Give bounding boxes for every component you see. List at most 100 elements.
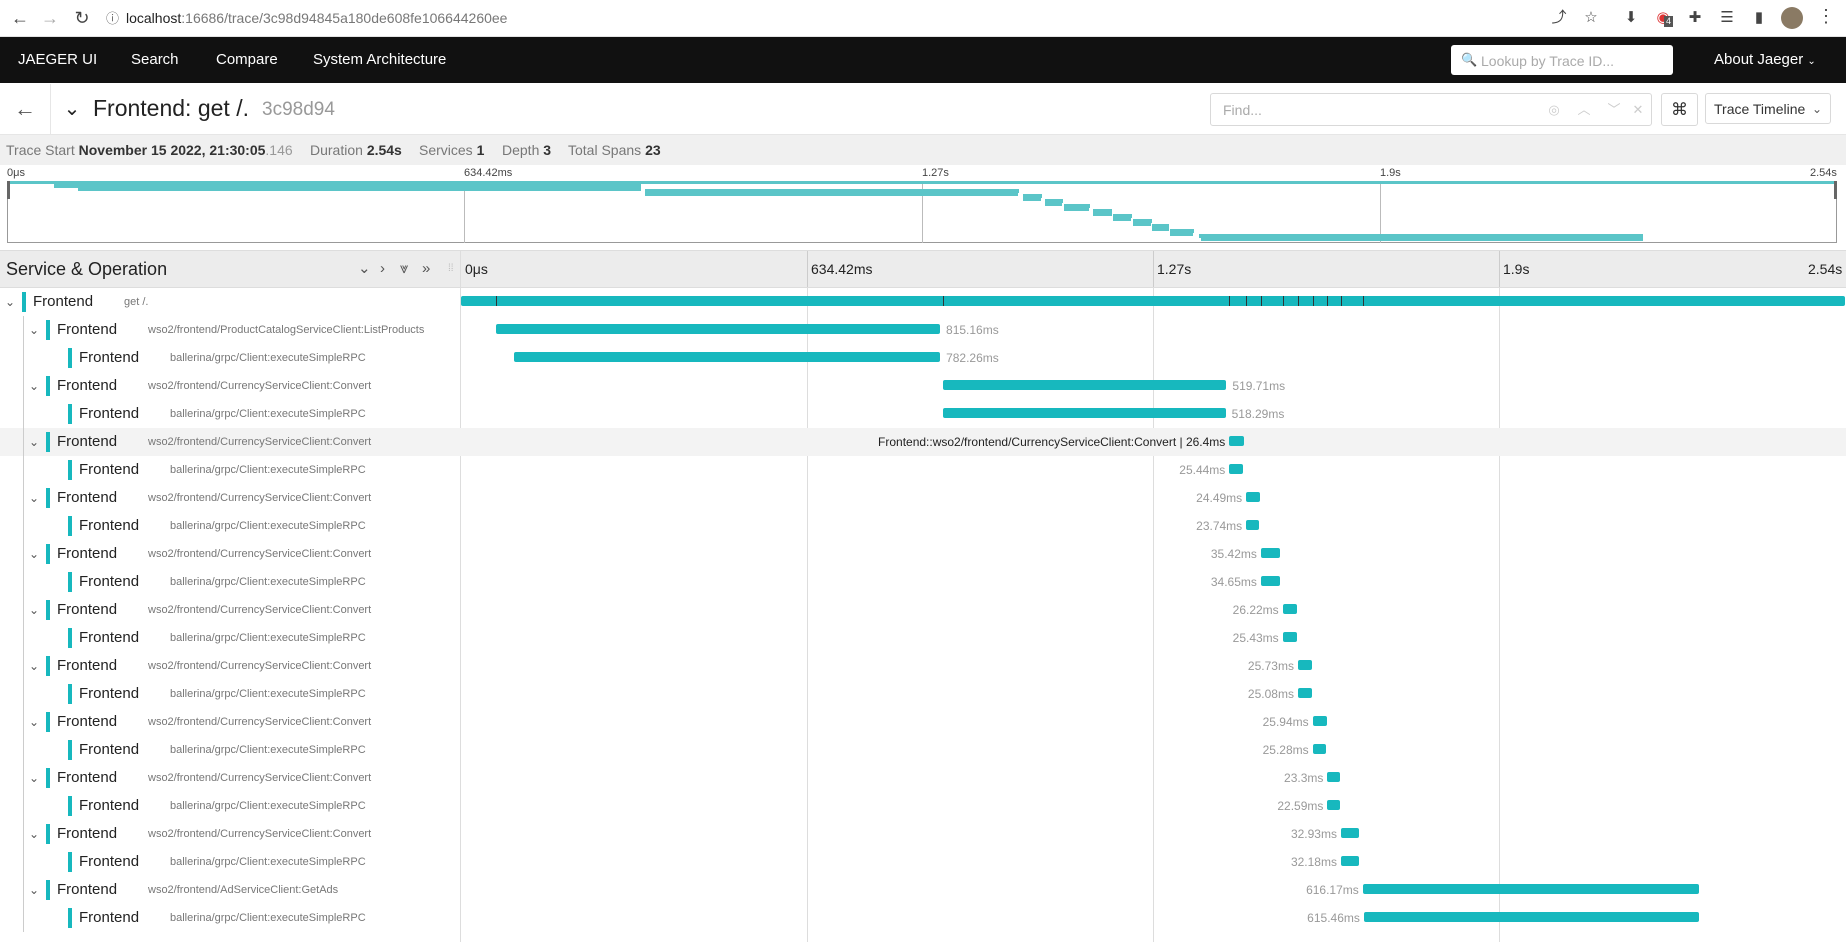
view-mode-select[interactable]: Trace Timeline ⌄	[1705, 93, 1831, 124]
collapse-all-icon[interactable]: »	[422, 260, 431, 277]
span-bar[interactable]	[1327, 772, 1341, 782]
bookmark-star-icon[interactable]: ☆	[1584, 9, 1598, 26]
forward-arrow-icon[interactable]: →	[41, 8, 59, 28]
span-bar[interactable]	[1260, 548, 1281, 558]
expand-all-icon[interactable]: ⩔	[400, 260, 409, 277]
brand-link[interactable]: JAEGER UI	[18, 51, 98, 68]
span-row[interactable]: ⌄ Frontend wso2/frontend/CurrencyServiceCl…	[0, 764, 1846, 792]
span-bar[interactable]	[1362, 884, 1699, 894]
timeline-header: Service & Operation ⌄ › ⩔ » ⁞⁞ 0μs 634.4…	[0, 251, 1846, 288]
span-bar[interactable]	[1340, 828, 1359, 838]
span-service-name: Frontend	[57, 769, 118, 786]
locate-icon[interactable]: ◎	[1548, 102, 1560, 117]
span-bar[interactable]	[461, 296, 1845, 306]
service-color-bar	[68, 404, 72, 424]
keyboard-shortcuts-icon[interactable]: ⌘	[1661, 93, 1698, 126]
span-bar[interactable]	[1246, 520, 1260, 530]
browser-menu-icon[interactable]: ⋮	[1817, 6, 1835, 26]
nav-search[interactable]: Search	[131, 51, 179, 68]
expand-toggle-icon[interactable]: ⌄	[28, 883, 40, 897]
expand-toggle-icon[interactable]: ⌄	[28, 659, 40, 673]
span-bar[interactable]	[1229, 436, 1244, 446]
extension-badge-icon[interactable]: ◉ 4	[1656, 9, 1674, 27]
span-bar[interactable]	[1246, 492, 1260, 502]
span-row[interactable]: Frontend ballerina/grpc/Client:executeSim…	[0, 848, 1846, 876]
nav-system-architecture[interactable]: System Architecture	[313, 51, 447, 68]
span-row[interactable]: ⌄ Frontend wso2/frontend/CurrencyServiceCl…	[0, 484, 1846, 512]
span-bar[interactable]	[1327, 800, 1340, 810]
minimap-tick: 2.54s	[1810, 167, 1837, 179]
span-row[interactable]: ⌄ Frontend wso2/frontend/CurrencyServiceCl…	[0, 596, 1846, 624]
expand-toggle-icon[interactable]: ⌄	[28, 603, 40, 617]
span-row[interactable]: ⌄ Frontend wso2/frontend/CurrencyServiceCl…	[0, 372, 1846, 400]
clear-find-icon[interactable]: ✕	[1632, 102, 1644, 117]
span-bar[interactable]	[1282, 632, 1297, 642]
profile-avatar[interactable]	[1781, 7, 1803, 29]
span-bar[interactable]	[1282, 604, 1297, 614]
minimap-right-handle[interactable]	[1834, 181, 1837, 199]
download-icon[interactable]: ⬇	[1624, 9, 1638, 26]
extensions-puzzle-icon[interactable]: ✚	[1688, 9, 1702, 26]
span-row[interactable]: ⌄ Frontend wso2/frontend/CurrencyServiceCl…	[0, 708, 1846, 736]
span-row[interactable]: Frontend ballerina/grpc/Client:executeSim…	[0, 344, 1846, 372]
site-info-icon[interactable]: ⓘ	[106, 11, 120, 26]
span-row[interactable]: ⌄ Frontend wso2/frontend/CurrencyServiceCl…	[0, 540, 1846, 568]
span-row[interactable]: Frontend ballerina/grpc/Client:executeSim…	[0, 400, 1846, 428]
column-resize-handle-icon[interactable]: ⁞⁞	[448, 263, 454, 274]
span-row[interactable]: ⌄ Frontend get /.	[0, 288, 1846, 316]
span-bar[interactable]	[513, 352, 941, 362]
span-bar[interactable]	[1340, 856, 1359, 866]
expand-toggle-icon[interactable]: ⌄	[28, 323, 40, 337]
side-panel-icon[interactable]: ▮	[1754, 9, 1764, 26]
span-row[interactable]: Frontend ballerina/grpc/Client:executeSim…	[0, 792, 1846, 820]
collapse-one-icon[interactable]: ⌄	[358, 260, 371, 277]
span-row[interactable]: ⌄ Frontend wso2/frontend/ProductCatalogSer…	[0, 316, 1846, 344]
reading-list-icon[interactable]: ☰	[1720, 9, 1734, 26]
span-row[interactable]: Frontend ballerina/grpc/Client:executeSim…	[0, 456, 1846, 484]
back-arrow-icon[interactable]: ←	[14, 96, 36, 121]
expand-toggle-icon[interactable]: ⌄	[28, 435, 40, 449]
span-bar[interactable]	[495, 324, 941, 334]
span-bar[interactable]	[1312, 744, 1327, 754]
span-bar[interactable]	[1229, 464, 1244, 474]
collapse-chevron-icon[interactable]: ⌄	[63, 98, 81, 120]
expand-toggle-icon[interactable]: ⌄	[28, 547, 40, 561]
nav-compare[interactable]: Compare	[216, 51, 278, 68]
trace-id-lookup-input[interactable]	[1479, 51, 1669, 71]
span-bar[interactable]	[943, 380, 1227, 390]
expand-toggle-icon[interactable]: ⌄	[28, 491, 40, 505]
span-bar[interactable]	[1297, 688, 1312, 698]
next-match-icon[interactable]: ﹀	[1607, 102, 1621, 117]
span-row[interactable]: Frontend ballerina/grpc/Client:executeSim…	[0, 624, 1846, 652]
span-row[interactable]: Frontend ballerina/grpc/Client:executeSim…	[0, 512, 1846, 540]
span-bar[interactable]	[1297, 660, 1312, 670]
span-row[interactable]: ⌄ Frontend wso2/frontend/AdServiceClient:G…	[0, 876, 1846, 904]
trace-minimap[interactable]: 0μs 634.42ms 1.27s 1.9s 2.54s	[0, 166, 1846, 251]
expand-toggle-icon[interactable]: ⌄	[28, 827, 40, 841]
span-row[interactable]: Frontend ballerina/grpc/Client:executeSim…	[0, 680, 1846, 708]
share-icon[interactable]: ⤴	[1551, 9, 1567, 26]
expand-one-icon[interactable]: ›	[380, 260, 385, 277]
reload-icon[interactable]: ↻	[74, 8, 90, 28]
span-bar[interactable]	[1312, 716, 1327, 726]
back-arrow-icon[interactable]: ←	[11, 8, 29, 28]
find-input[interactable]	[1221, 100, 1525, 120]
address-bar[interactable]: ⓘ localhost:16686/trace/3c98d94845a180de6…	[106, 4, 1571, 32]
span-row[interactable]: Frontend ballerina/grpc/Client:executeSim…	[0, 568, 1846, 596]
expand-toggle-icon[interactable]: ⌄	[28, 379, 40, 393]
expand-toggle-icon[interactable]: ⌄	[28, 715, 40, 729]
span-row[interactable]: ⌄ Frontend wso2/frontend/CurrencyServiceCl…	[0, 428, 1846, 456]
about-jaeger-menu[interactable]: About Jaeger ⌄	[1714, 37, 1816, 83]
span-row[interactable]: Frontend ballerina/grpc/Client:executeSim…	[0, 904, 1846, 932]
span-row[interactable]: Frontend ballerina/grpc/Client:executeSim…	[0, 736, 1846, 764]
span-row[interactable]: ⌄ Frontend wso2/frontend/CurrencyServiceCl…	[0, 820, 1846, 848]
span-bar[interactable]	[1260, 576, 1280, 586]
span-row[interactable]: ⌄ Frontend wso2/frontend/CurrencyServiceCl…	[0, 652, 1846, 680]
span-bar[interactable]	[943, 408, 1226, 418]
span-operation-name: ballerina/grpc/Client:executeSimpleRPC	[170, 464, 366, 476]
expand-toggle-icon[interactable]: ⌄	[4, 295, 16, 309]
expand-toggle-icon[interactable]: ⌄	[28, 771, 40, 785]
prev-match-icon[interactable]: ︿	[1577, 102, 1591, 117]
minimap-left-handle[interactable]	[7, 181, 10, 199]
span-bar[interactable]	[1363, 912, 1700, 922]
